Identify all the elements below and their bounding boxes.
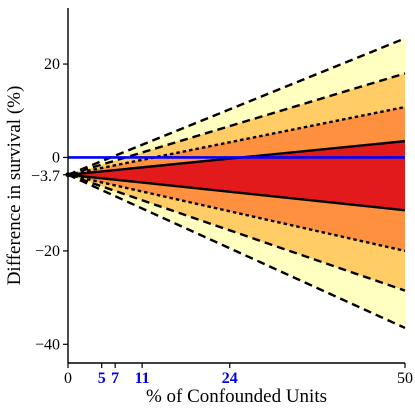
bands-layer [68, 38, 405, 328]
x-tick-label-highlight: 5 [98, 370, 106, 387]
y-tick-label: 0 [52, 149, 60, 166]
x-tick-label: 0 [64, 370, 72, 387]
x-tick-label-highlight: 24 [222, 370, 238, 387]
band-1-lower-line [67, 173, 406, 330]
band-4-lower-line [67, 173, 406, 212]
y-tick-label: −20 [35, 243, 60, 260]
band-2-lower-line [67, 173, 406, 292]
band-3-upper-line [67, 105, 406, 176]
x-tick-label: 50 [397, 370, 413, 387]
x-axis-title: % of Confounded Units [146, 386, 327, 407]
y-tick-label-special: −3.7 [31, 168, 60, 185]
y-tick-label: 20 [44, 56, 60, 73]
band-1-upper-line [67, 37, 406, 176]
y-axis-title: Difference in survival (%) [4, 86, 25, 286]
y-tick-label: −40 [35, 336, 60, 353]
x-tick-label-highlight: 11 [135, 370, 150, 387]
axes-layer: −40 −20 0 20 −3.7 0 50 5 7 11 24 [31, 8, 413, 387]
x-tick-label-highlight: 7 [111, 370, 119, 387]
band-3-lower-line [67, 173, 406, 253]
lines-layer [65, 37, 406, 330]
